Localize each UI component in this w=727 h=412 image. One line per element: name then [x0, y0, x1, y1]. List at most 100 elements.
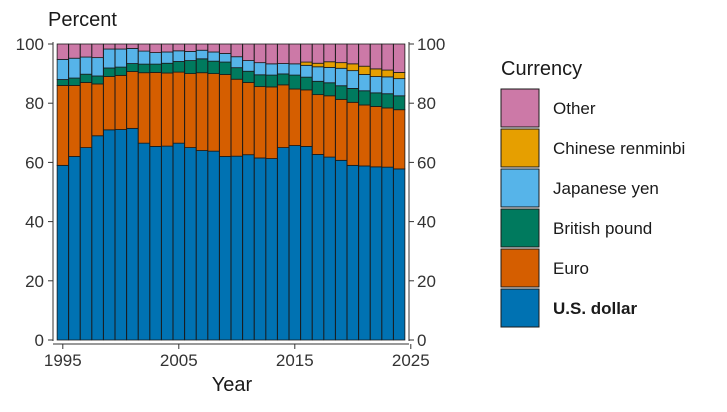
bar-segment — [172, 43, 185, 52]
bar-segment — [79, 73, 93, 83]
bar-segment — [56, 58, 69, 80]
bar-segment — [393, 72, 406, 80]
bar-segment — [161, 145, 174, 341]
bar-segment — [219, 43, 232, 54]
y-tick-label: 40 — [25, 213, 44, 232]
bar-segment — [242, 60, 255, 72]
bar-segment — [346, 43, 359, 65]
bar-segment — [207, 43, 220, 53]
bar-segment — [277, 147, 290, 341]
legend-swatch — [500, 288, 540, 328]
bar-segment — [300, 64, 313, 78]
bar-segment — [323, 66, 336, 84]
bar-segment — [288, 43, 301, 65]
x-axis: 1995 2005 2015 2025 — [44, 343, 430, 370]
bar-segment — [358, 74, 371, 92]
bar-segment — [277, 43, 290, 64]
bar-segment — [346, 88, 359, 103]
y-tick-label: 0 — [35, 331, 44, 350]
bar-segment — [149, 52, 162, 65]
x-tick-label: 2005 — [160, 351, 198, 370]
bar-segment — [137, 142, 151, 341]
bar-segment — [393, 95, 406, 111]
bar-segment — [346, 101, 359, 166]
bar-segment — [300, 61, 313, 66]
bar-segment — [56, 164, 69, 341]
bar-segment — [172, 142, 185, 341]
bar-segment — [335, 159, 348, 341]
bar-segment — [137, 43, 151, 52]
bar-segment — [381, 166, 394, 341]
bar-segment — [56, 43, 69, 60]
y-axis-left: 0 20 40 60 80 100 — [16, 35, 54, 350]
bar-segment — [103, 129, 116, 341]
bar-segment — [68, 85, 81, 157]
bar-segment — [137, 72, 151, 144]
bar-segment — [369, 68, 383, 77]
bar-segment — [242, 82, 255, 156]
bar-segment — [369, 43, 383, 70]
bar-segment — [253, 62, 267, 76]
bar-segment — [172, 71, 185, 144]
legend-swatch — [500, 128, 540, 168]
bar-segment — [219, 53, 232, 63]
bar-segment — [149, 72, 162, 147]
bar-segment — [68, 77, 81, 86]
bar-segment — [311, 66, 325, 82]
bar-segment — [149, 63, 162, 73]
bar-segment — [323, 156, 336, 341]
bar-segment — [335, 67, 348, 87]
bar-segment — [114, 66, 127, 76]
bar-segment — [253, 43, 267, 64]
bar-segment — [242, 70, 255, 83]
bar-segment — [161, 62, 174, 74]
bar-segment — [56, 85, 69, 166]
x-tick-label: 1995 — [44, 351, 82, 370]
bar-segment — [207, 150, 220, 341]
bar-segment — [126, 43, 139, 49]
bar-segment — [265, 86, 278, 159]
bar-segment — [288, 74, 301, 90]
bar-segment — [103, 76, 116, 131]
bar-segment — [230, 155, 243, 341]
bar-segment — [335, 85, 348, 100]
bar-segment — [393, 78, 406, 97]
y-tick-label-right: 20 — [417, 272, 436, 291]
bar-segment — [195, 150, 209, 341]
legend-label: Euro — [553, 259, 589, 278]
bar-segment — [103, 43, 116, 50]
bar-segment — [114, 43, 127, 50]
bar-segment — [277, 73, 290, 86]
legend-label: Chinese renminbi — [553, 139, 685, 158]
bar-segment — [242, 154, 255, 341]
bar-segment — [68, 43, 81, 59]
bar-segment — [381, 76, 394, 95]
bar-segment — [288, 145, 301, 341]
bar-segment — [358, 43, 371, 67]
legend-swatch — [500, 208, 540, 248]
legend-label: U.S. dollar — [553, 299, 637, 318]
bar-segment — [79, 82, 93, 149]
bar-segment — [265, 74, 278, 88]
bar-segment — [195, 43, 209, 51]
bar-segment — [184, 43, 197, 52]
bar-segment — [346, 63, 359, 72]
bar-segment — [161, 72, 174, 147]
bar-segment — [265, 158, 278, 341]
bar-segment — [381, 93, 394, 109]
bar-segment — [346, 70, 359, 89]
legend-swatch — [500, 88, 540, 128]
bar-segment — [369, 166, 383, 341]
bar-segment — [219, 156, 232, 341]
bar-segment — [149, 43, 162, 53]
y-axis-title: Percent — [48, 9, 117, 31]
bar-segment — [126, 127, 139, 341]
bar-segment — [207, 60, 220, 74]
bar-segment — [300, 89, 313, 147]
bar-segment — [91, 75, 104, 85]
bar-segment — [137, 50, 151, 65]
bar-segment — [288, 63, 301, 76]
bar-segment — [277, 84, 290, 148]
bar-segment — [137, 63, 151, 74]
